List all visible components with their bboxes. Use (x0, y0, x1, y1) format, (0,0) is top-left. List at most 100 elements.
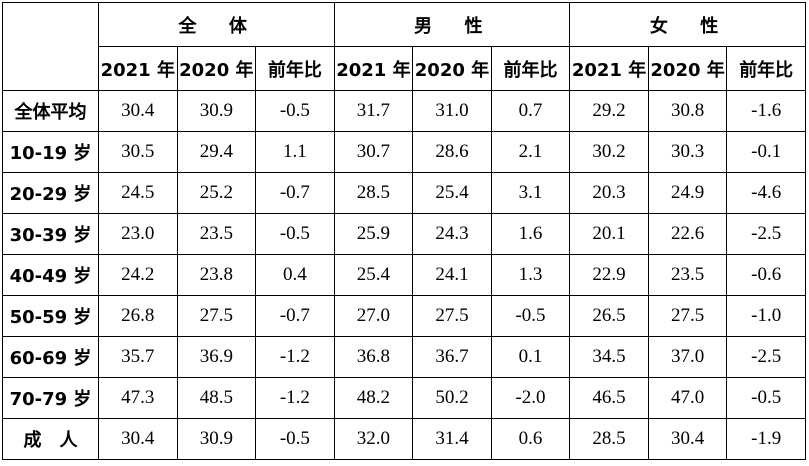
value-cell: 27.5 (412, 295, 492, 337)
value-cell: 47.0 (647, 377, 728, 419)
value-cell: 30.4 (98, 418, 178, 460)
value-cell: 23.8 (176, 254, 257, 296)
value-cell: 48.5 (176, 377, 257, 419)
value-cell: -0.5 (490, 295, 571, 337)
value-cell: -2.0 (490, 377, 571, 419)
value-cell: -1.2 (255, 377, 335, 419)
column-header: 2020 年 (412, 46, 492, 91)
value-cell: 3.1 (490, 172, 571, 214)
value-cell: -0.7 (255, 295, 335, 337)
value-cell: 26.8 (98, 295, 178, 337)
row-label: 70-79 岁 (2, 377, 99, 419)
value-cell: 28.5 (333, 172, 414, 214)
column-header: 2020 年 (647, 46, 728, 91)
value-cell: 37.0 (647, 336, 728, 378)
row-label: 50-59 岁 (2, 295, 99, 337)
value-cell: 27.5 (176, 295, 257, 337)
value-cell: 36.7 (412, 336, 492, 378)
value-cell: 24.5 (98, 172, 178, 214)
value-cell: 30.9 (176, 418, 257, 460)
value-cell: 30.4 (98, 90, 178, 132)
column-header: 2020 年 (176, 46, 257, 91)
value-cell: 26.5 (569, 295, 649, 337)
row-label: 40-49 岁 (2, 254, 99, 296)
row-label: 全体平均 (2, 90, 99, 132)
table-row: 50-59 岁 26.8 27.5 -0.7 27.0 27.5 -0.5 26.5 27.5-… (2, 295, 806, 337)
group-header-row: 全 体男 性女 性 (2, 2, 806, 91)
value-cell: 30.5 (98, 131, 178, 173)
table-row: 10-19 岁 30.5 29.4 1.1 30.7 28.6 2.1 30.2 30.3 -0.… (2, 131, 806, 173)
value-cell: 1.1 (255, 131, 335, 173)
row-label: 成 人 (2, 418, 99, 460)
value-cell: 30.2 (569, 131, 649, 173)
value-cell: 24.9 (647, 172, 728, 214)
value-cell: 25.2 (176, 172, 257, 214)
column-header: 2021 年 (98, 46, 178, 91)
value-cell: -0.5 (726, 377, 806, 419)
value-cell: 31.0 (412, 90, 492, 132)
value-cell: 0.4 (255, 254, 335, 296)
value-cell: 47.3 (98, 377, 178, 419)
table-row: 70-79 岁 47.3 48.5 -1.2 48.2 50.2 -2.0 46.5 47.0-… (2, 377, 806, 419)
value-cell: -0.5 (255, 418, 335, 460)
value-cell: 20.3 (569, 172, 649, 214)
value-cell: -1.2 (255, 336, 335, 378)
group-header: 男 性 (333, 2, 571, 47)
row-label: 30-39 岁 (2, 213, 99, 255)
value-cell: 1.6 (490, 213, 571, 255)
value-cell: 24.3 (412, 213, 492, 255)
value-cell: -0.5 (255, 213, 335, 255)
row-label: 20-29 岁 (2, 172, 99, 214)
value-cell: 28.5 (569, 418, 649, 460)
value-cell: 28.6 (412, 131, 492, 173)
value-cell: 22.9 (569, 254, 649, 296)
column-header: 前年比 (490, 46, 571, 91)
value-cell: -0.6 (726, 254, 806, 296)
value-cell: 23.5 (647, 254, 728, 296)
table-row: 全体平均 30.4 30.9 -0.5 31.7 31.0 0.7 29.2 30.8 -1.6 (2, 90, 806, 132)
value-cell: 25.4 (412, 172, 492, 214)
value-cell: -1.6 (726, 90, 806, 132)
value-cell: 36.8 (333, 336, 414, 378)
value-cell: 34.5 (569, 336, 649, 378)
value-cell: 29.4 (176, 131, 257, 173)
group-header: 女 性 (569, 2, 806, 47)
row-label: 10-19 岁 (2, 131, 99, 173)
value-cell: 2.1 (490, 131, 571, 173)
value-cell: 36.9 (176, 336, 257, 378)
value-cell: 30.8 (647, 90, 728, 132)
value-cell: -2.5 (726, 336, 806, 378)
value-cell: 0.1 (490, 336, 571, 378)
value-cell: 27.0 (333, 295, 414, 337)
value-cell: -4.6 (726, 172, 806, 214)
value-cell: 48.2 (333, 377, 414, 419)
value-cell: 32.0 (333, 418, 414, 460)
value-cell: 25.9 (333, 213, 414, 255)
value-cell: -1.9 (726, 418, 806, 460)
value-cell: -0.1 (726, 131, 806, 173)
value-cell: 46.5 (569, 377, 649, 419)
value-cell: 30.4 (647, 418, 728, 460)
value-cell: -1.0 (726, 295, 806, 337)
value-cell: 29.2 (569, 90, 649, 132)
value-cell: 0.7 (490, 90, 571, 132)
value-cell: 31.7 (333, 90, 414, 132)
value-cell: 24.2 (98, 254, 178, 296)
value-cell: 50.2 (412, 377, 492, 419)
value-cell: 30.7 (333, 131, 414, 173)
data-table: 全 体男 性女 性 2021 年 2020 年前年比 2021 年 2020 年前年比… (2, 2, 806, 460)
value-cell: -2.5 (726, 213, 806, 255)
value-cell: 0.6 (490, 418, 571, 460)
value-cell: -0.7 (255, 172, 335, 214)
table-row: 40-49 岁 24.2 23.8 0.4 25.4 24.1 1.3 22.9 23.5 -0.… (2, 254, 806, 296)
group-header: 全 体 (98, 2, 335, 47)
table-row: 20-29 岁 24.5 25.2 -0.7 28.5 25.4 3.1 20.3 24.9 -4… (2, 172, 806, 214)
value-cell: 25.4 (333, 254, 414, 296)
row-label: 60-69 岁 (2, 336, 99, 378)
table-row: 60-69 岁 35.7 36.9 -1.2 36.8 36.7 0.1 34.5 37.0 -2… (2, 336, 806, 378)
column-header: 前年比 (726, 46, 806, 91)
table-row: 成 人 30.4 30.9 -0.5 32.0 31.4 0.6 28.5 30.4 -1.9 (2, 418, 806, 460)
column-header-row: 2021 年 2020 年前年比 2021 年 2020 年前年比 2021 年 2020… (3, 46, 806, 91)
value-cell: 1.3 (490, 254, 571, 296)
column-header: 2021 年 (333, 46, 414, 91)
